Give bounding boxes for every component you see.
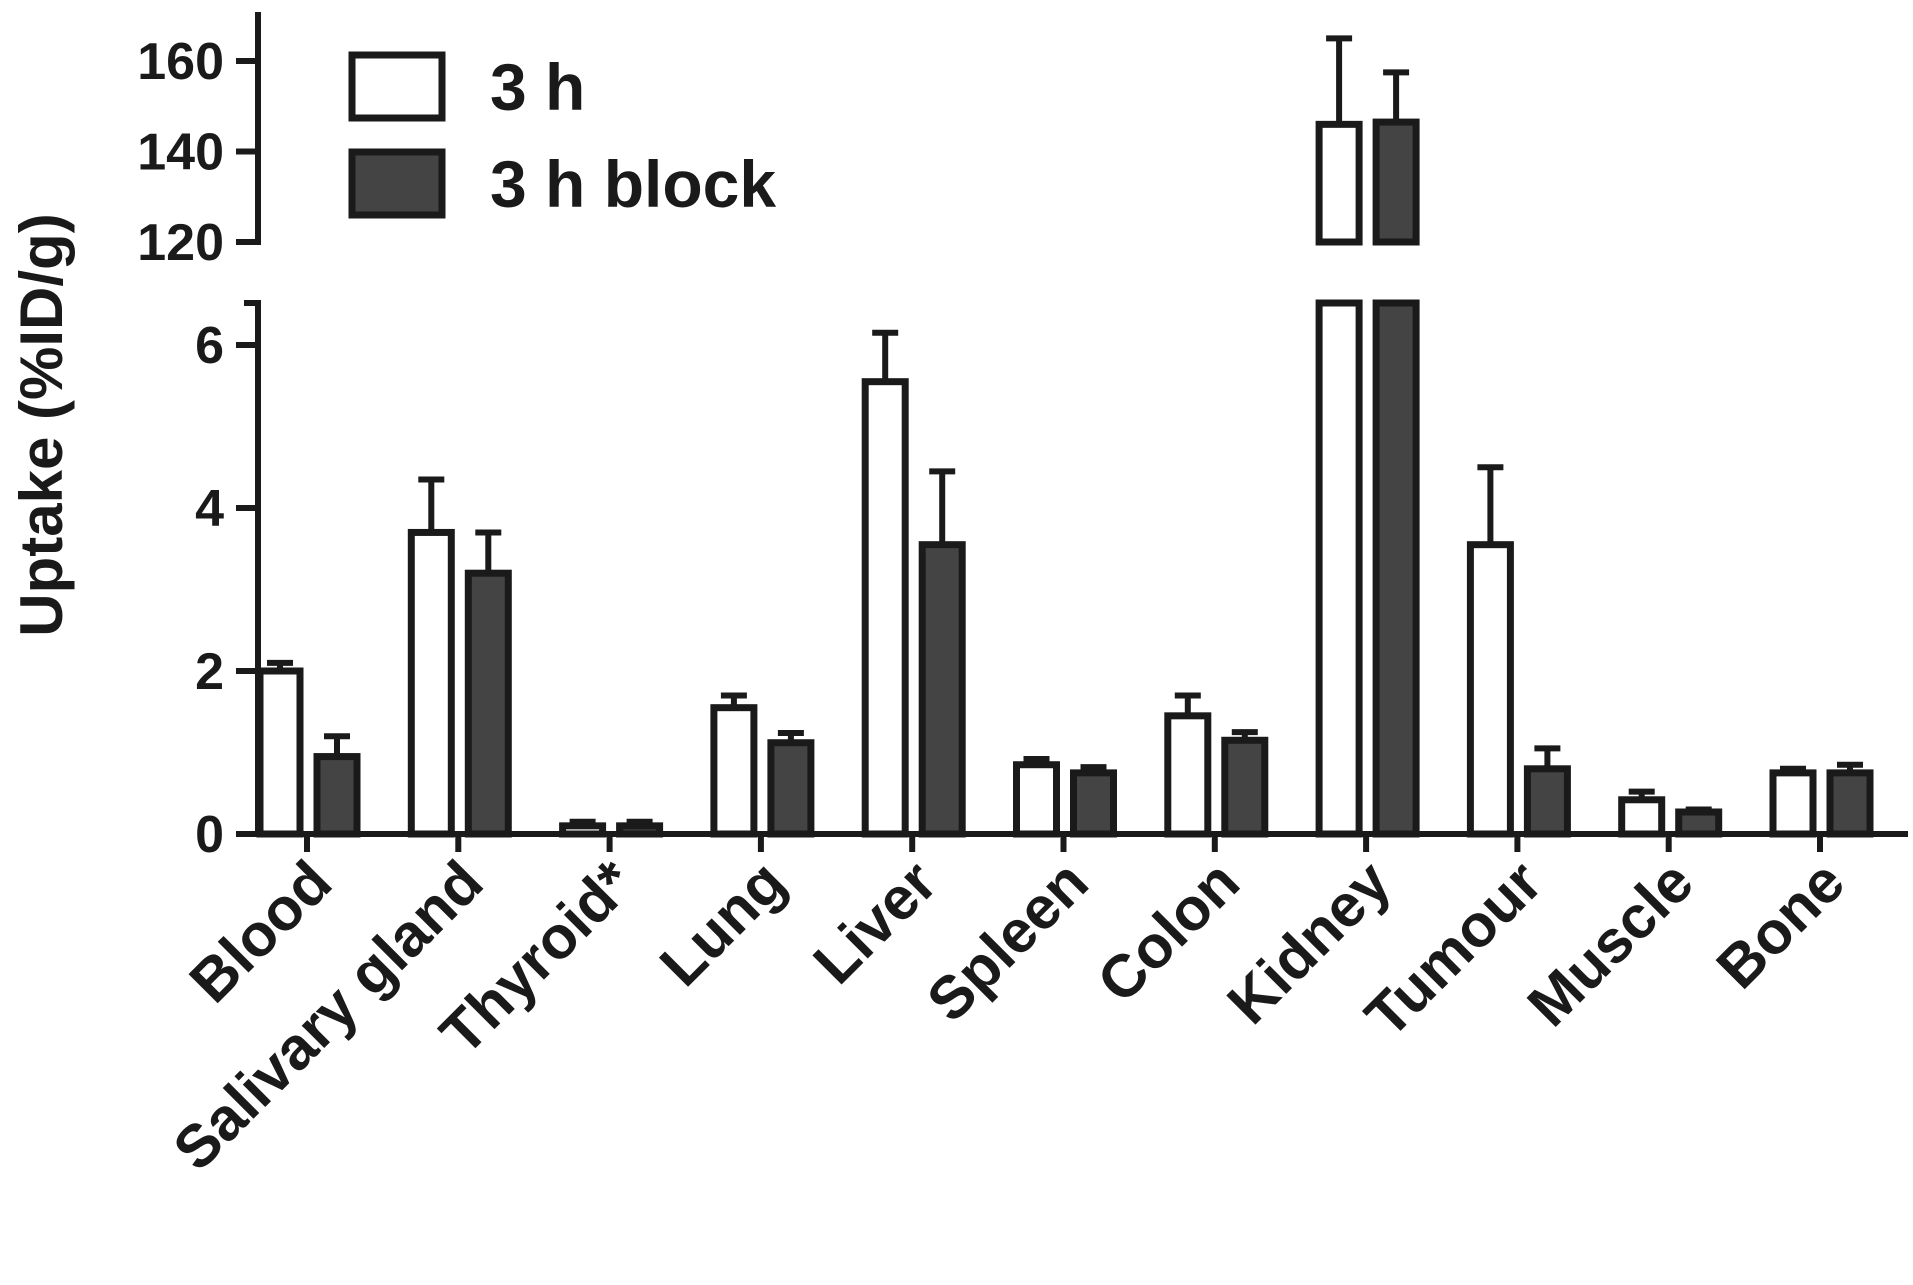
bar-upper-segment [1372,118,1420,246]
legend-label-3h-block: 3 h block [490,147,776,221]
y-tick-label-lower: 2 [195,643,224,701]
bar [1618,796,1666,838]
bar [1221,736,1269,838]
x-tick-label: Lung [647,848,798,999]
bar [710,704,758,838]
x-tick-label: Muscle [1515,848,1706,1039]
bar [1675,808,1723,838]
y-tick-label-lower: 0 [195,806,224,864]
bar-lower-segment [1372,299,1420,838]
y-tick-label-upper: 160 [137,33,224,91]
bar [1826,769,1874,838]
bar [861,378,909,838]
legend-swatch-3h [348,51,446,122]
bar [313,753,361,838]
bar [407,528,455,838]
legend-swatch-3h-block [348,148,446,219]
bar [1466,541,1514,838]
y-tick-label-upper: 140 [137,124,224,182]
bar [1164,712,1212,838]
legend: 3 h 3 h block [348,50,776,221]
x-tick-label: Spleen [914,848,1100,1034]
bar-upper-segment [1315,120,1363,246]
x-tick-label: Bone [1704,848,1857,1001]
bars [256,35,1874,838]
bar [256,667,304,838]
bar [767,739,815,838]
bar [918,541,966,838]
bar [616,822,664,838]
axes: 0 2 4 6 120 140 160 [137,12,1908,864]
bar [1769,769,1817,838]
bar [559,822,607,838]
legend-label-3h: 3 h [490,50,585,124]
y-tick-label-lower: 6 [195,317,224,375]
y-axis-label: Uptake (%ID/g) [8,213,75,636]
bar [1013,761,1060,838]
bar [464,569,512,838]
y-tick-label-lower: 4 [195,480,224,538]
bar [1523,765,1571,838]
bar [1070,769,1117,838]
bar-lower-segment [1315,299,1363,838]
y-tick-label-upper: 120 [137,214,224,272]
